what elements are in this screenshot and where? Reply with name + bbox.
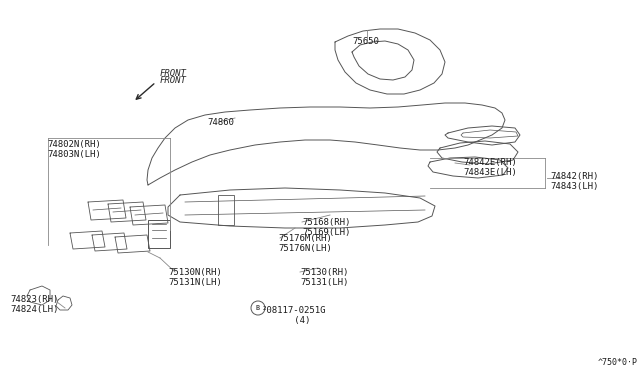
Bar bbox=[148, 220, 170, 248]
Text: 74860: 74860 bbox=[207, 118, 234, 127]
Text: ²08117-0251G
      (4): ²08117-0251G (4) bbox=[262, 306, 326, 326]
Text: ^750*0·P: ^750*0·P bbox=[598, 358, 638, 367]
Text: 74823(RH)
74824(LH): 74823(RH) 74824(LH) bbox=[10, 295, 58, 314]
Text: 74802N(RH)
74803N(LH): 74802N(RH) 74803N(LH) bbox=[47, 140, 100, 159]
Text: 75176M(RH)
75176N(LH): 75176M(RH) 75176N(LH) bbox=[278, 234, 332, 253]
Text: 75130N(RH)
75131N(LH): 75130N(RH) 75131N(LH) bbox=[168, 268, 221, 288]
Text: 75650: 75650 bbox=[352, 37, 379, 46]
Text: FRONT: FRONT bbox=[160, 69, 187, 78]
Text: B: B bbox=[256, 305, 260, 311]
Text: 74842(RH)
74843(LH): 74842(RH) 74843(LH) bbox=[550, 172, 598, 192]
Text: FRONT: FRONT bbox=[160, 76, 187, 85]
Text: 75168(RH)
75169(LH): 75168(RH) 75169(LH) bbox=[302, 218, 350, 237]
Bar bbox=[218, 195, 234, 225]
Text: 74842E(RH)
74843E(LH): 74842E(RH) 74843E(LH) bbox=[463, 158, 516, 177]
Text: 75130(RH)
75131(LH): 75130(RH) 75131(LH) bbox=[300, 268, 348, 288]
